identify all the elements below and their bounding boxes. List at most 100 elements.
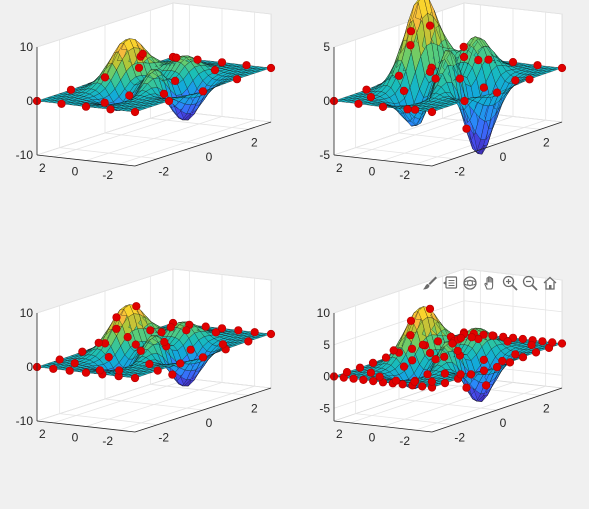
- sample-point: [426, 348, 435, 358]
- sample-point: [479, 330, 488, 339]
- sample-point: [406, 41, 415, 50]
- x-tick-label: 0: [500, 416, 507, 430]
- pan-icon[interactable]: [480, 273, 499, 293]
- sample-point: [418, 382, 427, 391]
- z-tick-label: 10: [20, 40, 34, 54]
- sample-point: [112, 313, 121, 322]
- sample-point: [538, 337, 547, 346]
- sample-point: [378, 102, 388, 111]
- sample-point: [130, 107, 140, 117]
- z-tick-label: -10: [16, 148, 34, 162]
- axes-box: [36, 2, 272, 167]
- sample-point: [427, 107, 437, 117]
- sample-point: [426, 67, 435, 76]
- axis-lines: [333, 47, 563, 167]
- sample-point: [366, 92, 376, 102]
- sample-point: [488, 331, 497, 340]
- z-tick-label: -5: [319, 401, 330, 415]
- sample-point: [462, 383, 471, 392]
- sample-point: [166, 323, 175, 332]
- y-tick-label: -2: [399, 434, 410, 448]
- x-tick-label: 0: [206, 416, 213, 430]
- sample-point: [171, 76, 180, 85]
- sample-point: [368, 358, 378, 368]
- sample-point: [381, 353, 391, 362]
- sample-point: [218, 340, 227, 349]
- z-tick-label: 0: [26, 360, 33, 374]
- z-tick-label: 0: [26, 94, 33, 108]
- sample-point: [242, 61, 251, 70]
- sample-point: [467, 333, 476, 342]
- sample-point: [533, 61, 542, 70]
- sample-point: [55, 355, 64, 364]
- sample-point: [244, 337, 253, 346]
- sample-point: [548, 338, 557, 347]
- sample-point: [406, 316, 416, 325]
- sample-point: [479, 366, 489, 375]
- data-tips-icon[interactable]: [440, 273, 459, 293]
- sample-point: [182, 326, 191, 335]
- x-tick-label: 2: [251, 401, 258, 415]
- sample-point: [172, 53, 181, 62]
- sample-point: [484, 55, 493, 64]
- sample-point: [389, 346, 398, 355]
- sample-point: [157, 328, 166, 337]
- sample-point: [153, 366, 162, 375]
- sample-point: [511, 350, 520, 359]
- y-tick-label: -2: [399, 168, 410, 182]
- restore-view-icon[interactable]: [540, 273, 559, 293]
- sample-point: [462, 124, 471, 133]
- sample-point: [410, 377, 419, 386]
- z-tick-label: 0: [323, 94, 330, 108]
- y-tick-label: 0: [369, 165, 376, 179]
- x-tick-label: 2: [251, 135, 258, 149]
- sample-point: [132, 302, 141, 311]
- sample-point: [125, 91, 134, 100]
- sample-point: [70, 359, 79, 368]
- sample-point: [57, 99, 66, 108]
- sample-point: [176, 359, 185, 368]
- sample-point: [557, 63, 567, 73]
- sample-point: [146, 326, 155, 335]
- sample-point: [408, 356, 417, 365]
- sample-point: [459, 42, 468, 52]
- sample-point: [210, 65, 220, 75]
- x-tick-label: 2: [543, 401, 550, 415]
- y-tick-label: -2: [102, 168, 113, 182]
- sample-point: [433, 337, 443, 346]
- sample-point: [106, 105, 115, 114]
- x-tick-label: -2: [158, 165, 169, 179]
- y-tick-label: 0: [369, 431, 376, 445]
- sample-point: [66, 85, 76, 94]
- sample-point: [406, 331, 415, 340]
- sample-point: [130, 373, 140, 383]
- sample-points: [329, 304, 567, 392]
- zoom-in-icon[interactable]: [500, 273, 519, 293]
- sample-point: [138, 49, 147, 59]
- sample-point: [266, 329, 276, 339]
- sample-point: [349, 374, 358, 383]
- y-tick-label: 0: [72, 431, 79, 445]
- sample-point: [479, 83, 488, 92]
- sample-point: [394, 71, 404, 80]
- sample-point: [94, 338, 103, 347]
- sample-point: [425, 21, 435, 30]
- zoom-out-icon[interactable]: [520, 273, 539, 293]
- sample-point: [456, 370, 465, 379]
- rotate-3d-icon[interactable]: [460, 273, 479, 293]
- sample-point: [423, 370, 432, 379]
- sample-point: [482, 381, 491, 390]
- sample-point: [455, 74, 465, 83]
- sample-point: [410, 105, 420, 114]
- brush-icon[interactable]: [420, 273, 439, 293]
- sample-point: [525, 75, 534, 84]
- sample-point: [131, 340, 140, 349]
- sample-point: [440, 352, 449, 361]
- sample-point: [362, 85, 371, 94]
- sample-point: [81, 102, 91, 111]
- sample-point: [134, 63, 144, 72]
- sample-point: [508, 57, 518, 67]
- sample-point: [78, 347, 87, 356]
- sample-point: [407, 344, 417, 353]
